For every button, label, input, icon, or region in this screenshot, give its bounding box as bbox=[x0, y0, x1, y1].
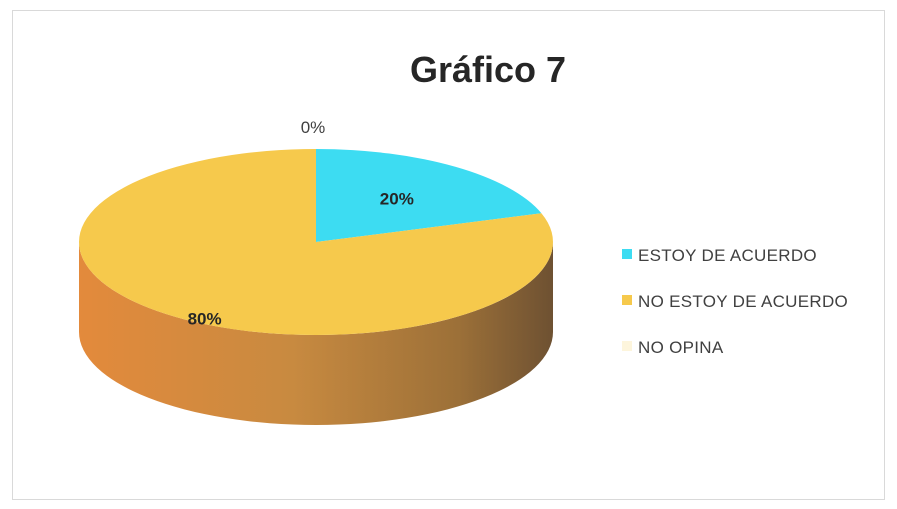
legend-label-no-estoy-de-acuerdo: NO ESTOY DE ACUERDO bbox=[638, 292, 848, 311]
pie-side-surface bbox=[79, 242, 553, 425]
pie-data-labels: 20% 80% 0% bbox=[188, 118, 414, 328]
data-label-no-opina: 0% bbox=[301, 118, 326, 137]
legend-swatch-no-opina bbox=[622, 341, 632, 351]
slice-no-estoy-de-acuerdo bbox=[78, 149, 554, 336]
legend-swatch-no-estoy-de-acuerdo bbox=[622, 295, 632, 305]
pie-slices bbox=[78, 149, 554, 336]
slice-estoy-de-acuerdo bbox=[316, 149, 542, 242]
legend-swatch-estoy-de-acuerdo bbox=[622, 249, 632, 259]
legend-label-no-opina: NO OPINA bbox=[638, 338, 724, 357]
legend: ESTOY DE ACUERDO NO ESTOY DE ACUERDO NO OP… bbox=[622, 246, 848, 357]
pie-side-wall bbox=[79, 242, 553, 425]
legend-label-estoy-de-acuerdo: ESTOY DE ACUERDO bbox=[638, 246, 817, 265]
data-label-estoy-de-acuerdo: 20% bbox=[380, 189, 414, 208]
data-label-no-estoy-de-acuerdo: 80% bbox=[188, 309, 222, 328]
chart-title: Gráfico 7 bbox=[410, 49, 566, 90]
